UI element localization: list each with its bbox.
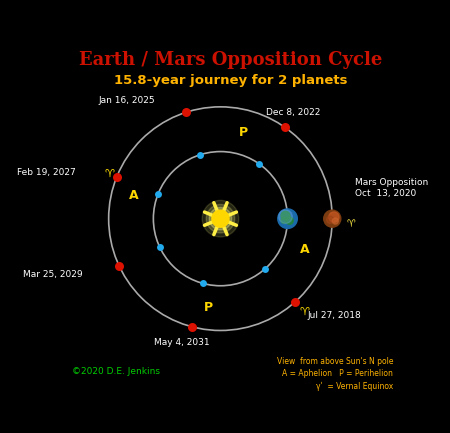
Circle shape	[281, 211, 290, 220]
Text: May 4, 2031: May 4, 2031	[153, 339, 209, 347]
Circle shape	[212, 210, 229, 227]
Text: 15.8-year journey for 2 planets: 15.8-year journey for 2 planets	[114, 74, 347, 87]
Text: ♈: ♈	[299, 307, 309, 317]
Text: Feb 19, 2027: Feb 19, 2027	[18, 168, 76, 177]
Text: Dec 8, 2022: Dec 8, 2022	[266, 108, 320, 117]
Text: A: A	[129, 189, 139, 202]
Text: Jul 27, 2018: Jul 27, 2018	[307, 311, 361, 320]
Text: ♈: ♈	[346, 220, 355, 230]
Circle shape	[286, 217, 293, 224]
Circle shape	[327, 216, 334, 223]
Text: View  from above Sun's N pole
A = Aphelion   P = Perihelion
γʹ  = Vernal Equinox: View from above Sun's N pole A = Aphelio…	[277, 357, 393, 391]
Circle shape	[324, 210, 341, 227]
Text: A: A	[300, 243, 309, 256]
Circle shape	[279, 210, 292, 223]
Text: Earth / Mars Opposition Cycle: Earth / Mars Opposition Cycle	[79, 51, 382, 69]
Circle shape	[332, 218, 338, 224]
Text: P: P	[239, 126, 248, 139]
Text: ♈: ♈	[104, 169, 115, 179]
Circle shape	[206, 204, 235, 233]
Circle shape	[209, 207, 232, 230]
Circle shape	[278, 209, 297, 229]
Text: Mar 25, 2029: Mar 25, 2029	[23, 270, 82, 278]
Text: P: P	[203, 301, 212, 314]
Text: ©2020 D.E. Jenkins: ©2020 D.E. Jenkins	[72, 367, 160, 376]
Circle shape	[281, 217, 287, 223]
Text: Mars Opposition
Oct  13, 2020: Mars Opposition Oct 13, 2020	[355, 178, 428, 198]
Text: Jan 16, 2025: Jan 16, 2025	[99, 96, 155, 105]
Circle shape	[202, 200, 239, 237]
Circle shape	[329, 212, 339, 222]
